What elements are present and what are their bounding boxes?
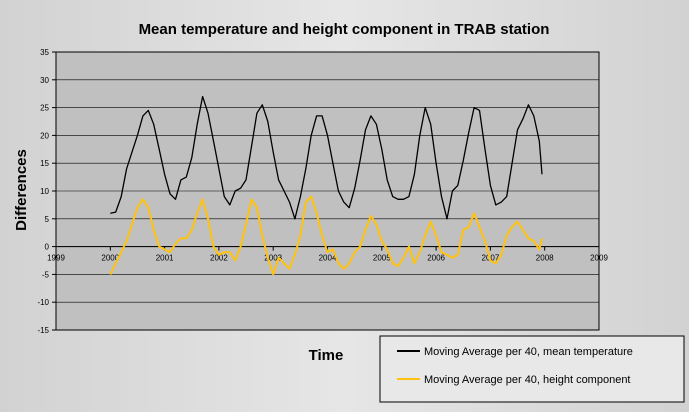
y-tick-label: -10 <box>37 298 49 307</box>
x-tick-label: 2004 <box>319 254 337 263</box>
y-tick-label: 20 <box>40 131 49 140</box>
x-tick-label: 2003 <box>264 254 282 263</box>
y-tick-label: 10 <box>40 187 49 196</box>
x-tick-label: 2009 <box>590 254 608 263</box>
x-axis-label: Time <box>309 347 344 364</box>
x-tick-label: 2001 <box>156 254 174 263</box>
y-tick-label: 35 <box>40 48 49 57</box>
x-tick-label: 2005 <box>373 254 391 263</box>
y-axis-label: Differences <box>13 149 30 231</box>
legend-label-1: Moving Average per 40, mean temperature <box>424 346 633 358</box>
legend-box <box>379 335 685 403</box>
y-tick-label: 15 <box>40 159 49 168</box>
legend: Moving Average per 40, mean temperature M… <box>379 335 685 403</box>
y-tick-label: 0 <box>45 243 50 252</box>
x-tick-label: 2000 <box>101 254 119 263</box>
y-tick-label: 5 <box>45 215 50 224</box>
x-tick-label: 2008 <box>536 254 554 263</box>
y-tick-label: 25 <box>40 104 49 113</box>
series-line-1 <box>110 95 543 220</box>
x-tick-label: 1999 <box>47 254 65 263</box>
x-tick-label: 2006 <box>427 254 445 263</box>
legend-items: Moving Average per 40, mean temperature M… <box>397 346 633 386</box>
legend-label-2: Moving Average per 40, height component <box>424 374 631 386</box>
chart-title: Mean temperature and height component in… <box>139 21 550 38</box>
series-line-2 <box>109 195 543 276</box>
plot-area-group: -15 -10 -5 0 5 10 15 20 25 30 35 1999 2000 2001 2002 20… <box>37 48 608 335</box>
y-tick-label: -15 <box>37 326 49 335</box>
x-tick-label: 2002 <box>210 254 228 263</box>
y-tick-label: 30 <box>40 76 49 85</box>
y-tick-label: -5 <box>42 270 50 279</box>
